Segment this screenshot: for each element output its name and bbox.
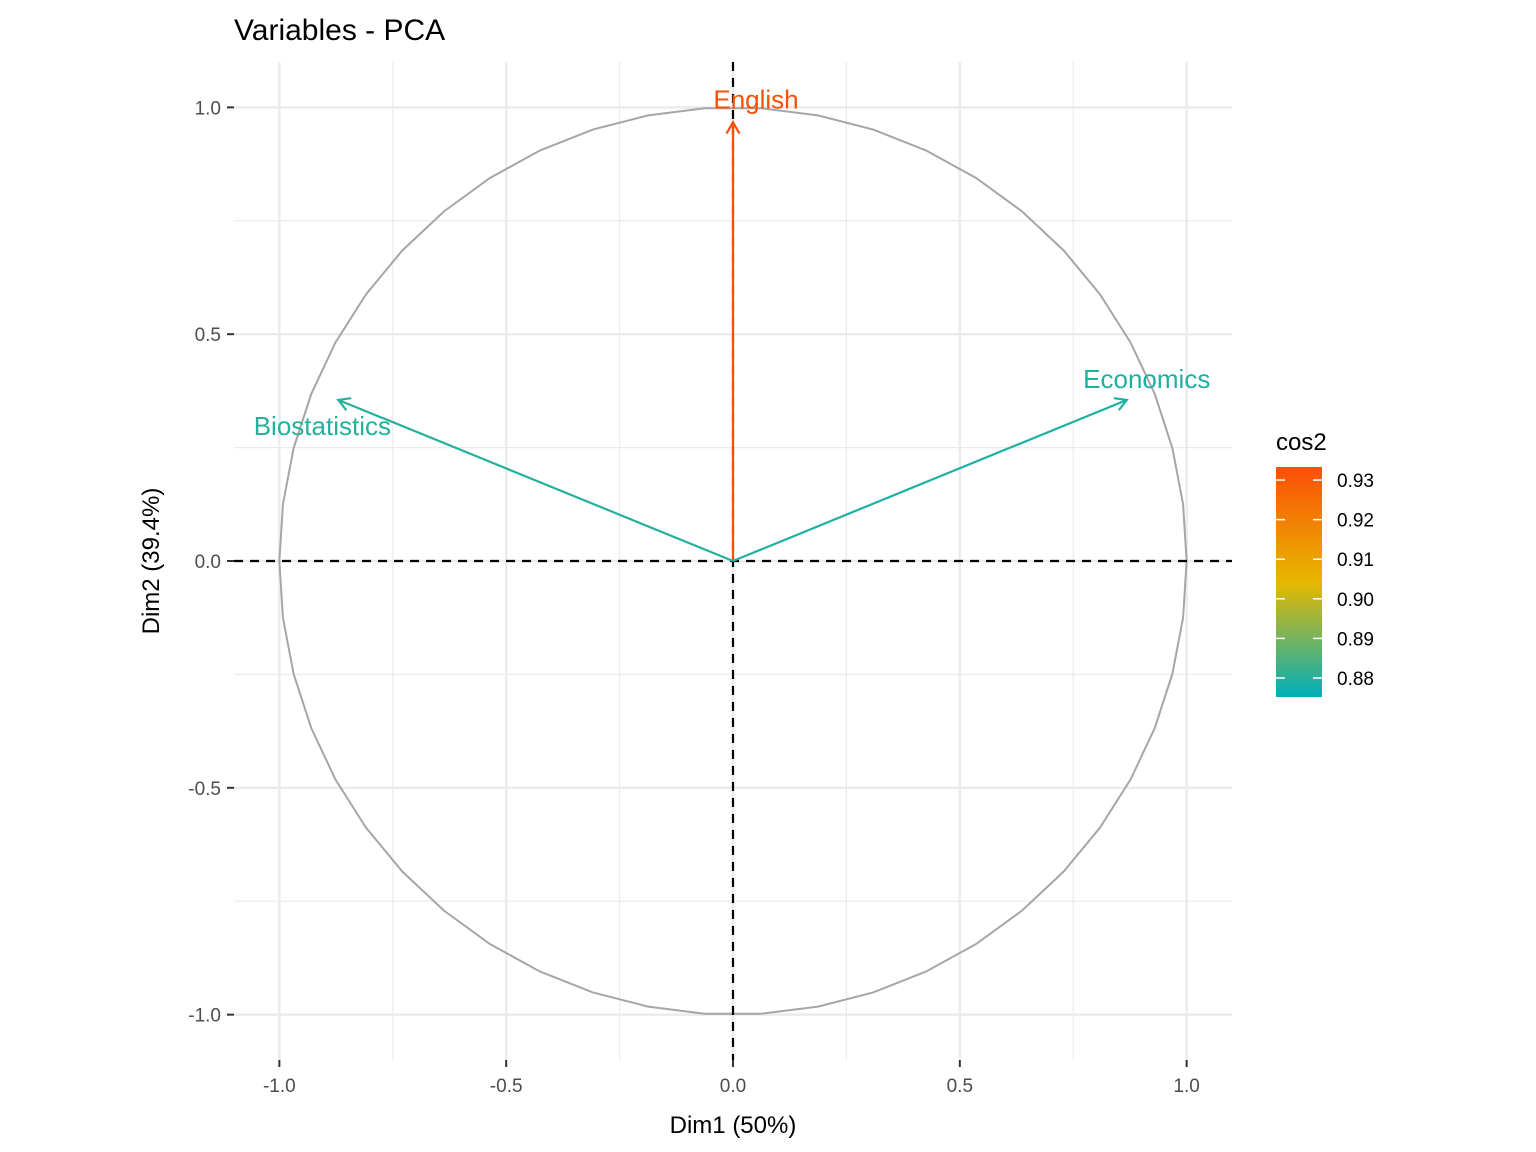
x-tick-label: 0.5 — [947, 1076, 973, 1097]
x-tick-label: -1.0 — [263, 1076, 296, 1097]
arrow-shaft — [732, 398, 1128, 563]
y-axis-label: Dim2 (39.4%) — [138, 488, 165, 635]
y-axis-ticks: -1.0 -0.5 0.0 0.5 1.0 — [188, 98, 234, 1027]
arrow-head — [725, 120, 741, 135]
arrow-head — [1113, 397, 1129, 411]
arrow-shaft — [337, 398, 734, 563]
y-tick-label: -1.0 — [188, 1006, 221, 1027]
y-tick-label: 0.0 — [195, 552, 221, 573]
legend-tick-label: 0.89 — [1337, 629, 1374, 650]
y-tick-label: -0.5 — [188, 779, 221, 800]
arrow-head — [336, 397, 352, 411]
variable-arrow-biostatistics: Biostatistics — [254, 397, 734, 563]
variable-label: English — [713, 84, 798, 114]
variable-arrow-economics: Economics — [732, 364, 1210, 563]
correlation-circle — [278, 107, 1188, 1015]
legend-tick-label: 0.92 — [1337, 511, 1374, 532]
x-tick-label: 1.0 — [1173, 1076, 1199, 1097]
chart-title: Variables - PCA — [234, 14, 445, 47]
x-tick-label: 0.0 — [720, 1076, 746, 1097]
variable-label: Biostatistics — [254, 411, 391, 441]
variable-label: Economics — [1083, 364, 1210, 394]
correlation-circle-line — [278, 107, 1188, 1015]
cos2-legend: cos2 0.93 0.92 0.91 0.90 0.89 0.88 — [1276, 429, 1374, 697]
y-tick-label: 1.0 — [195, 98, 221, 119]
y-tick-label: 0.5 — [195, 325, 221, 346]
x-axis-ticks: -1.0 -0.5 0.0 0.5 1.0 — [263, 1060, 1200, 1097]
legend-colorbar — [1276, 467, 1322, 697]
x-tick-label: -0.5 — [490, 1076, 523, 1097]
legend-tick-label: 0.90 — [1337, 590, 1374, 611]
legend-tick-label: 0.88 — [1337, 669, 1374, 690]
variable-arrow-english: English — [713, 84, 799, 561]
x-axis-label: Dim1 (50%) — [670, 1112, 797, 1139]
legend-tick-label: 0.93 — [1337, 471, 1374, 492]
legend-title: cos2 — [1276, 429, 1327, 456]
variable-arrows: English Economics Biostatistics — [254, 84, 1210, 563]
legend-tick-label: 0.91 — [1337, 550, 1374, 571]
